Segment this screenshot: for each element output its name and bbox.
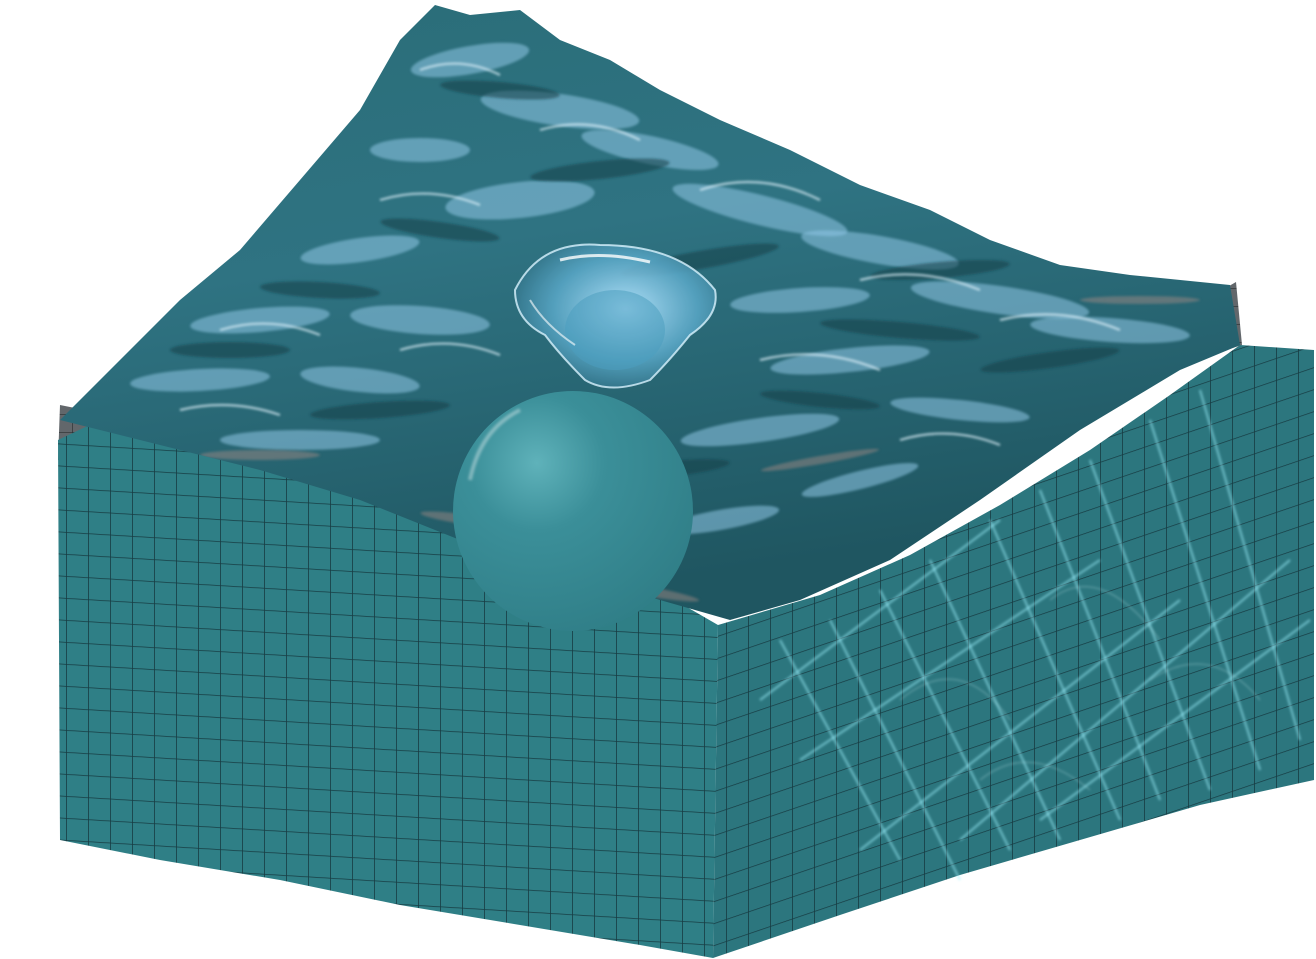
submerged-sphere [453, 391, 693, 631]
pool-wall-right [713, 345, 1314, 958]
water-splash-droplet [513, 243, 717, 389]
caustic-highlights [759, 389, 1311, 881]
